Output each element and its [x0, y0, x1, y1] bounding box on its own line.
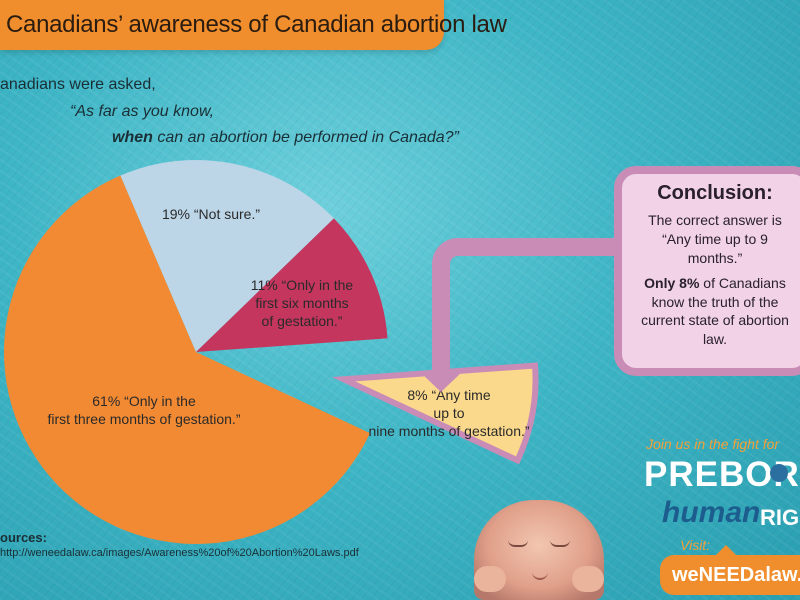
pie-slice-11 [196, 218, 388, 352]
sources-heading: ources: [0, 530, 47, 545]
conclusion-box: Conclusion: The correct answer is “Any t… [614, 166, 800, 376]
label-11-line-2: first six months [255, 295, 349, 312]
join-tagline: Join us in the fight for [646, 436, 780, 452]
pie-slice-19 [120, 159, 334, 352]
label-8-line-3: nine months of gestation.” [368, 423, 530, 440]
baby-hand-left [474, 566, 506, 592]
label-61-line-1: 61% “Only in the [92, 393, 196, 409]
question-rest: can an abortion be performed in Canada?” [152, 129, 459, 146]
question-intro: anadians were asked, [0, 76, 156, 93]
website-link[interactable]: weNEEDalaw.ca [660, 545, 800, 595]
title-banner: Canadians’ awareness of Canadian abortio… [0, 0, 507, 50]
baby-mouth [532, 572, 548, 580]
baby-photo [474, 500, 604, 600]
label-11-percent: 11% “Only in the first six months of ges… [232, 276, 372, 331]
conclusion-finding-text: of Canadians know the truth of the curre… [641, 274, 789, 348]
label-11-line-3: of gestation.” [261, 313, 343, 330]
baby-hand-right [572, 566, 604, 592]
question-line-2: when can an abortion be performed in Can… [112, 129, 459, 147]
callout-arrow [420, 372, 462, 392]
pie-slice-8 [331, 362, 539, 465]
pie-slice-61 [4, 175, 371, 544]
baby-eye-left [508, 540, 528, 547]
conclusion-finding: Only 8% of Canadians know the truth of t… [634, 274, 796, 350]
website-url[interactable]: weNEEDalaw.ca [672, 563, 800, 586]
brand-rights: RIGH [760, 505, 800, 530]
globe-icon [770, 464, 788, 482]
conclusion-answer: The correct answer is “Any time up to 9 … [648, 212, 782, 266]
label-61-line-2: first three months of gestation.” [47, 411, 241, 428]
label-11-line-1: 11% “Only in the [250, 277, 354, 293]
sources-link[interactable]: http://weneedalaw.ca/images/Awareness%20… [0, 547, 359, 559]
question-line-1: “As far as you know, [70, 103, 215, 120]
page-title: Canadians’ awareness of Canadian abortio… [6, 11, 507, 38]
label-61-percent: 61% “Only in the first three months of g… [24, 392, 264, 428]
label-8-line-2: up to [433, 405, 465, 422]
question-emphasis: when [112, 129, 153, 146]
label-19-line-1: 19% “Not sure.” [161, 206, 261, 222]
baby-eye-right [550, 540, 570, 547]
brand-human: human [662, 496, 761, 529]
conclusion-stat: Only 8% [644, 274, 700, 291]
visit-label: Visit: [680, 537, 711, 553]
callout-connector [432, 238, 644, 380]
label-8-percent: 8% “Any time up to nine months of gestat… [354, 386, 544, 441]
label-19-percent: 19% “Not sure.” [146, 205, 276, 223]
conclusion-heading: Conclusion: [657, 182, 773, 204]
